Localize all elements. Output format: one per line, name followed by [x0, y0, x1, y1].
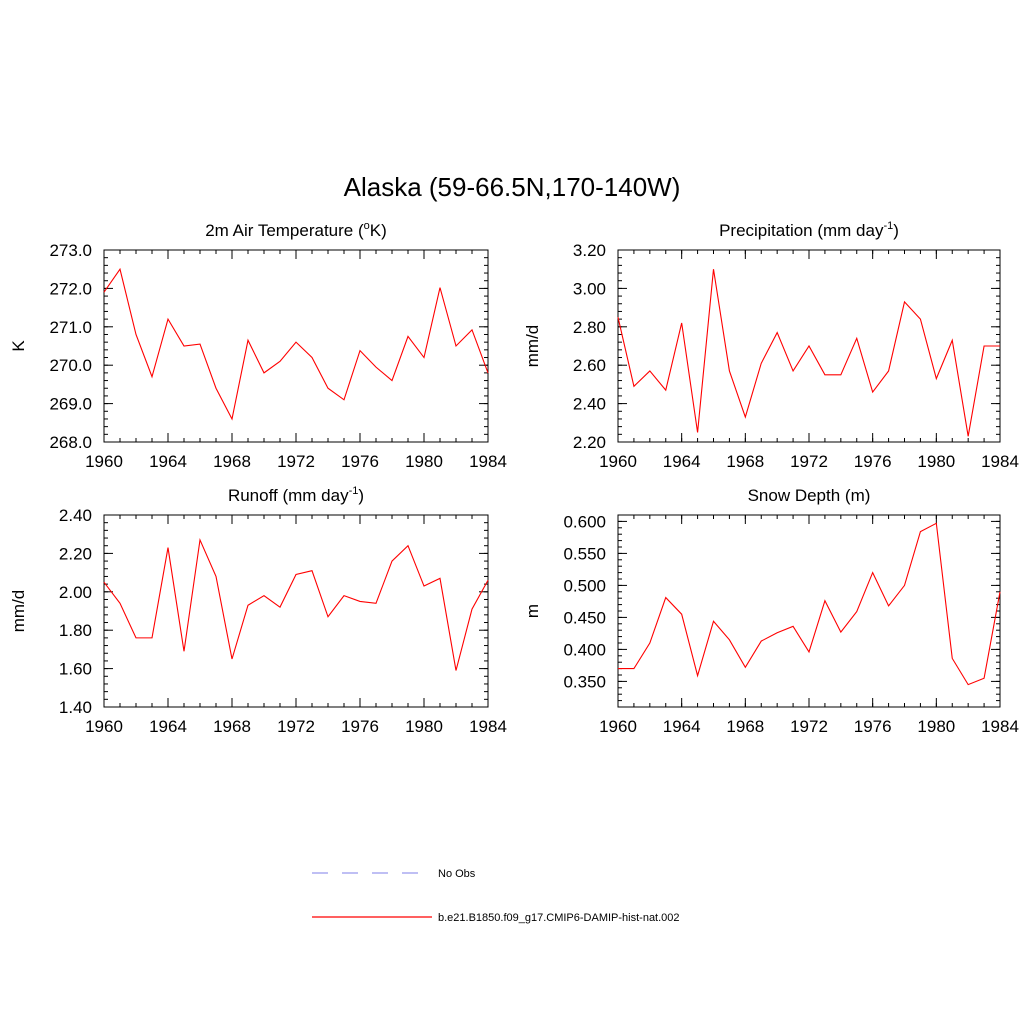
panel-title: Runoff (mm day-1)	[228, 485, 364, 505]
y-tick-label: 271.0	[49, 318, 92, 337]
x-tick-label: 1980	[917, 452, 955, 471]
x-tick-label: 1960	[85, 452, 123, 471]
panels: 2m Air Temperature (oK) K 1960 1964 1968 1972…	[9, 220, 1019, 736]
x-tick-label: 1984	[981, 717, 1019, 736]
panel-title-main: 2m Air Temperature (	[205, 221, 364, 240]
y-tick-label: 3.20	[573, 241, 606, 260]
x-tick-label: 1964	[149, 452, 187, 471]
y-tick-label: 1.40	[59, 698, 92, 717]
plot-frame	[617, 514, 1001, 708]
series-line-1	[617, 269, 1000, 437]
series-line-1	[618, 522, 1001, 686]
y-axis-label: mm/d	[9, 590, 28, 633]
y-tick-label: 2.40	[573, 395, 606, 414]
panel-title-end: )	[358, 486, 364, 505]
x-tick-label: 1972	[790, 452, 828, 471]
y-tick-label: 2.00	[59, 583, 92, 602]
y-tick-label: 2.20	[59, 544, 92, 563]
panel-title: 2m Air Temperature (oK)	[205, 220, 387, 240]
y-tick-label: 269.0	[49, 395, 92, 414]
x-tick-label: 1980	[917, 717, 955, 736]
x-tick-label: 1984	[469, 452, 507, 471]
panel-title: Snow Depth (m)	[748, 486, 871, 505]
x-tick-label: 1980	[405, 717, 443, 736]
y-tick-label: 0.600	[563, 512, 606, 531]
figure-title: Alaska (59-66.5N,170-140W)	[344, 172, 681, 202]
y-axis-label: mm/d	[523, 325, 542, 368]
y-axis-label: K	[9, 340, 28, 352]
panel-3: Runoff (mm day-1) mm/d 1960 1964 1968 1972 197…	[9, 485, 507, 736]
y-tick-label: 272.0	[49, 279, 92, 298]
series-line-1	[103, 267, 489, 421]
panel-title-end: )	[893, 221, 899, 240]
y-tick-label: 2.20	[573, 433, 606, 452]
x-tick-label: 1964	[663, 452, 701, 471]
x-tick-label: 1960	[599, 717, 637, 736]
y-tick-label: 0.550	[563, 544, 606, 563]
x-tick-label: 1968	[726, 452, 764, 471]
x-tick-label: 1964	[149, 717, 187, 736]
y-tick-label: 2.40	[59, 506, 92, 525]
x-tick-label: 1976	[341, 452, 379, 471]
x-tick-label: 1984	[469, 717, 507, 736]
panel-2: Precipitation (mm day-1) mm/d 1960 1964 1968…	[523, 220, 1019, 471]
y-tick-label: 1.60	[59, 660, 92, 679]
y-tick-label: 2.60	[573, 356, 606, 375]
y-tick-label: 1.80	[59, 621, 92, 640]
panel-4: Snow Depth (m) m 1960 1964 1968 1972 1976 1980 1…	[523, 486, 1019, 736]
series-line-1	[103, 537, 489, 671]
legend-label-2: b.e21.B1850.f09_g17.CMIP6-DAMIP-hist-nat…	[438, 912, 680, 924]
x-tick-label: 1984	[981, 452, 1019, 471]
y-tick-label: 0.500	[563, 576, 606, 595]
x-tick-label: 1972	[790, 717, 828, 736]
x-tick-label: 1960	[599, 452, 637, 471]
x-tick-label: 1976	[341, 717, 379, 736]
y-tick-label: 2.80	[573, 318, 606, 337]
y-axis-label: m	[523, 604, 542, 618]
y-tick-label: 0.350	[563, 672, 606, 691]
y-tick-label: 273.0	[49, 241, 92, 260]
x-tick-label: 1976	[854, 452, 892, 471]
y-tick-label: 270.0	[49, 356, 92, 375]
panel-title-sup: -1	[349, 485, 359, 497]
panel-title-main: Snow Depth (m)	[748, 486, 871, 505]
x-tick-label: 1960	[85, 717, 123, 736]
y-tick-label: 0.400	[563, 640, 606, 659]
x-tick-label: 1964	[663, 717, 701, 736]
y-tick-label: 0.450	[563, 608, 606, 627]
panel-title-sup: o	[364, 220, 370, 232]
panel-title-main: Runoff (mm day	[228, 486, 349, 505]
plot-frame	[103, 514, 489, 708]
x-tick-label: 1968	[213, 452, 251, 471]
x-tick-label: 1972	[277, 452, 315, 471]
x-tick-label: 1980	[405, 452, 443, 471]
plot-frame	[103, 249, 489, 443]
y-tick-label: 268.0	[49, 433, 92, 452]
x-tick-label: 1968	[213, 717, 251, 736]
y-tick-label: 3.00	[573, 279, 606, 298]
legend: No Obs b.e21.B1850.f09_g17.CMIP6-DAMIP-hi…	[312, 868, 680, 924]
panel-title-main: Precipitation (mm day	[719, 221, 884, 240]
x-tick-label: 1972	[277, 717, 315, 736]
legend-label-1: No Obs	[438, 868, 476, 880]
panel-title: Precipitation (mm day-1)	[719, 220, 899, 240]
panel-title-sup: -1	[883, 220, 893, 232]
x-tick-label: 1968	[726, 717, 764, 736]
panel-title-end: K)	[370, 221, 387, 240]
panel-1: 2m Air Temperature (oK) K 1960 1964 1968 1972…	[9, 220, 507, 471]
x-tick-label: 1976	[854, 717, 892, 736]
